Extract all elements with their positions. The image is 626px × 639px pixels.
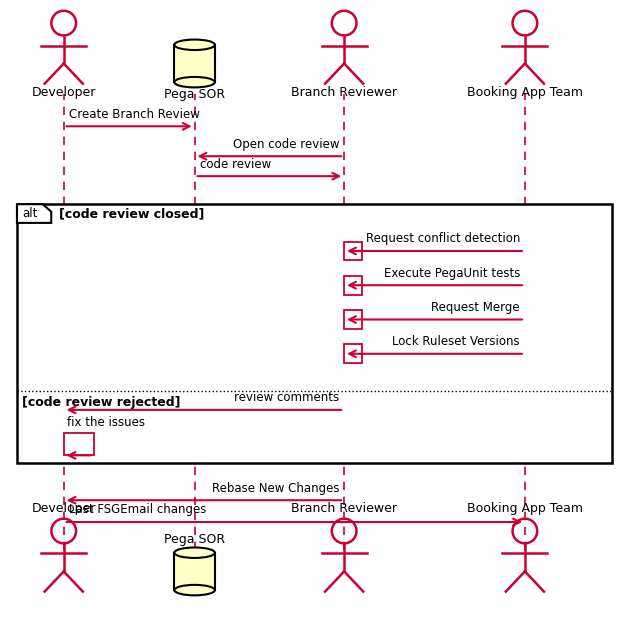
Ellipse shape: [174, 40, 215, 50]
Text: Open code review: Open code review: [233, 137, 339, 151]
Text: Developer: Developer: [31, 502, 96, 515]
Bar: [344, 276, 362, 295]
Bar: [17, 204, 612, 463]
Text: Branch Reviewer: Branch Reviewer: [291, 86, 397, 99]
Text: Booking App Team: Booking App Team: [467, 86, 583, 99]
Bar: [174, 45, 215, 82]
Polygon shape: [17, 204, 51, 223]
Text: Lock Ruleset Versions: Lock Ruleset Versions: [393, 335, 520, 348]
Bar: [64, 433, 94, 456]
Text: Rebase New Changes: Rebase New Changes: [212, 482, 339, 495]
Text: fix the issues: fix the issues: [68, 416, 145, 429]
Bar: [344, 310, 362, 329]
Text: Developer: Developer: [31, 86, 96, 99]
Text: Last FSGEmail changes: Last FSGEmail changes: [69, 504, 206, 516]
Text: [code review closed]: [code review closed]: [59, 207, 204, 220]
Text: Request conflict detection: Request conflict detection: [366, 233, 520, 245]
Ellipse shape: [174, 585, 215, 596]
Text: Create Branch Review: Create Branch Review: [69, 108, 200, 121]
Text: [code review rejected]: [code review rejected]: [22, 396, 180, 409]
Text: Branch Reviewer: Branch Reviewer: [291, 502, 397, 515]
Ellipse shape: [174, 77, 215, 88]
Text: Request Merge: Request Merge: [431, 301, 520, 314]
Text: review comments: review comments: [234, 391, 339, 404]
Text: Pega SOR: Pega SOR: [164, 534, 225, 546]
Bar: [344, 242, 362, 260]
Text: alt: alt: [23, 207, 38, 220]
Bar: [344, 344, 362, 363]
Text: Pega SOR: Pega SOR: [164, 88, 225, 102]
Text: Booking App Team: Booking App Team: [467, 502, 583, 515]
Ellipse shape: [174, 548, 215, 558]
Text: Execute PegaUnit tests: Execute PegaUnit tests: [384, 266, 520, 280]
Bar: [174, 553, 215, 590]
Text: code review: code review: [200, 158, 271, 171]
